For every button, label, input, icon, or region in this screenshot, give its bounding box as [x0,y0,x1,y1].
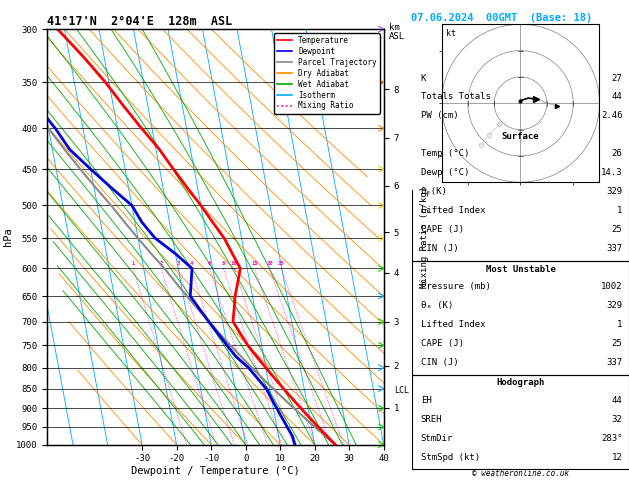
Text: EH: EH [421,396,431,405]
Text: 32: 32 [612,415,623,424]
Text: 2: 2 [159,261,163,266]
Text: θₑ(K): θₑ(K) [421,187,448,196]
Text: 4: 4 [189,261,192,266]
Text: Mixing Ratio (g/kg): Mixing Ratio (g/kg) [420,186,428,288]
X-axis label: Dewpoint / Temperature (°C): Dewpoint / Temperature (°C) [131,466,300,476]
Text: kt: kt [446,29,456,38]
Text: K: K [421,73,426,83]
Text: SREH: SREH [421,415,442,424]
Text: 41°17'N  2°04'E  128m  ASL: 41°17'N 2°04'E 128m ASL [47,15,233,28]
Text: Pressure (mb): Pressure (mb) [421,282,491,291]
Text: 25: 25 [612,339,623,348]
Text: ASL: ASL [389,32,405,41]
Text: 1: 1 [617,206,623,215]
Text: Temp (°C): Temp (°C) [421,149,469,158]
Text: CAPE (J): CAPE (J) [421,225,464,234]
Text: 07.06.2024  00GMT  (Base: 18): 07.06.2024 00GMT (Base: 18) [411,13,593,23]
Legend: Temperature, Dewpoint, Parcel Trajectory, Dry Adiabat, Wet Adiabat, Isotherm, Mi: Temperature, Dewpoint, Parcel Trajectory… [274,33,380,114]
Text: StmSpd (kt): StmSpd (kt) [421,452,480,462]
Text: 25: 25 [612,225,623,234]
Text: Lifted Index: Lifted Index [421,206,485,215]
Text: 20: 20 [266,261,273,266]
Text: Hodograph: Hodograph [496,378,545,387]
Text: 283°: 283° [601,434,623,443]
Text: CIN (J): CIN (J) [421,244,459,253]
Text: 337: 337 [606,244,623,253]
Text: 12: 12 [612,452,623,462]
Text: Lifted Index: Lifted Index [421,320,485,329]
Text: CIN (J): CIN (J) [421,358,459,367]
Text: CAPE (J): CAPE (J) [421,339,464,348]
Text: © weatheronline.co.uk: © weatheronline.co.uk [472,469,569,478]
Text: 1: 1 [131,261,135,266]
Text: LCL: LCL [394,386,409,395]
Text: 329: 329 [606,187,623,196]
Y-axis label: hPa: hPa [3,227,13,246]
Text: 8: 8 [221,261,225,266]
Text: 337: 337 [606,358,623,367]
Text: 6: 6 [208,261,211,266]
Text: 2.46: 2.46 [601,111,623,121]
Text: 27: 27 [612,73,623,83]
Text: StmDir: StmDir [421,434,453,443]
Text: Surface: Surface [502,132,539,141]
Text: PW (cm): PW (cm) [421,111,459,121]
Text: 14.3: 14.3 [601,168,623,177]
Text: 10: 10 [231,261,237,266]
Text: 1002: 1002 [601,282,623,291]
Text: Dewp (°C): Dewp (°C) [421,168,469,177]
Text: θₑ (K): θₑ (K) [421,301,453,310]
Text: 329: 329 [606,301,623,310]
Text: 25: 25 [278,261,284,266]
Text: Most Unstable: Most Unstable [486,264,555,274]
Text: Totals Totals: Totals Totals [421,92,491,102]
Text: 44: 44 [612,396,623,405]
Text: 44: 44 [612,92,623,102]
Text: 26: 26 [612,149,623,158]
Text: 15: 15 [251,261,258,266]
Text: km: km [389,23,399,33]
Text: 3: 3 [177,261,180,266]
Text: 1: 1 [617,320,623,329]
